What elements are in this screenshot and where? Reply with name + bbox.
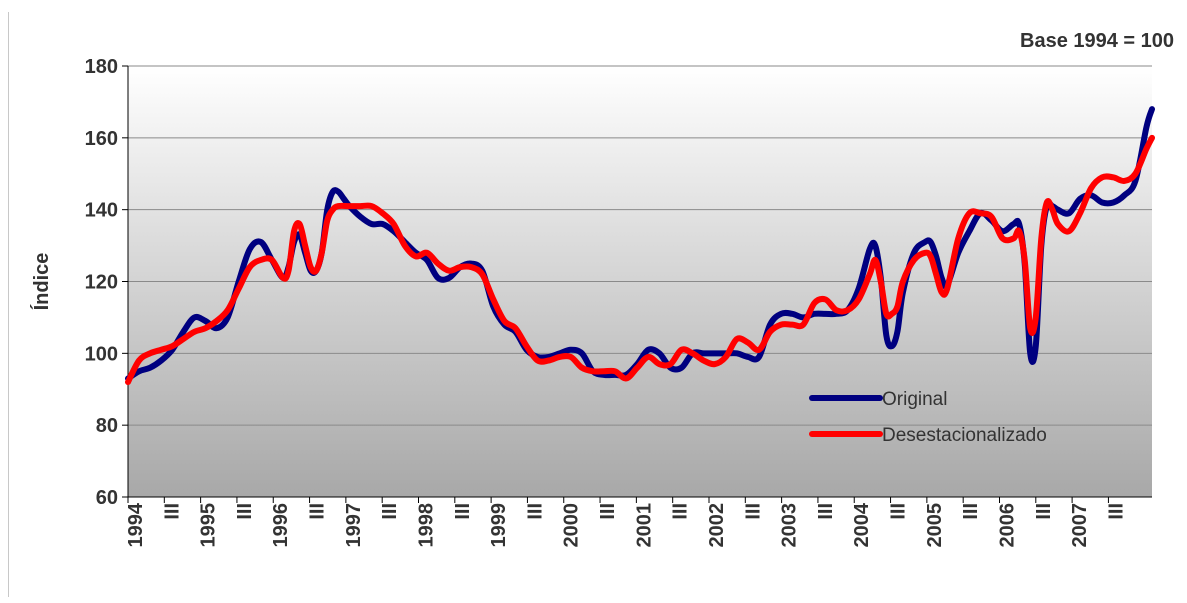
y-tick-label: 140 (85, 200, 118, 222)
x-axis: 1994 III 1995 III 1996 III 1997 III 1998 III 1999 I… (125, 496, 1152, 548)
x-tick-label: 1995 (198, 503, 220, 548)
x-tick-label: 2006 (996, 503, 1018, 548)
x-tick-label: 1996 (270, 503, 292, 548)
x-tick-label: III (452, 503, 474, 520)
y-tick-label: 80 (96, 415, 118, 437)
y-tick-label: 60 (96, 487, 118, 509)
legend-label: Desestacionalizado (882, 425, 1047, 446)
base-note: Base 1994 = 100 (1020, 30, 1175, 52)
x-tick-label: 1994 (125, 502, 147, 547)
x-tick-label: III (960, 503, 982, 520)
x-tick-label: III (524, 503, 546, 520)
x-tick-label: 1999 (488, 503, 510, 548)
x-tick-label: III (161, 503, 183, 520)
left-frame-line (8, 12, 9, 597)
y-tick-label: 120 (85, 272, 118, 294)
x-tick-label: 2007 (1069, 503, 1091, 548)
legend-box (790, 378, 1142, 460)
legend: Original Desestacionalizado (790, 378, 1142, 460)
series-lines (125, 106, 1155, 386)
series-line-desestacionalizado (125, 134, 1155, 386)
y-tick-label: 180 (85, 56, 118, 78)
y-axis: 60 80 100 120 140 160 180 (85, 56, 129, 509)
x-tick-label: III (597, 503, 619, 520)
y-tick-label: 160 (85, 128, 118, 150)
x-tick-label: III (815, 503, 837, 520)
y-tick-label: 100 (85, 343, 118, 365)
y-axis-title: Índice (30, 253, 53, 311)
x-tick-label: III (888, 503, 910, 520)
x-tick-label: III (1105, 503, 1127, 520)
x-tick-label: III (379, 503, 401, 520)
x-tick-label: III (234, 503, 256, 520)
x-tick-label: 1998 (415, 503, 437, 548)
x-tick-label: 2005 (924, 503, 946, 548)
x-tick-label: 2002 (706, 503, 728, 548)
x-tick-label: III (670, 503, 692, 520)
x-tick-label: III (1033, 503, 1055, 520)
x-tick-label: III (742, 503, 764, 520)
x-tick-label: III (307, 503, 329, 520)
gridlines (128, 65, 1152, 426)
legend-label: Original (882, 389, 947, 410)
x-tick-label: 2004 (851, 502, 873, 547)
x-tick-label: 1997 (343, 503, 365, 548)
x-tick-label: 2001 (633, 503, 655, 548)
x-tick-label: 2003 (779, 503, 801, 548)
x-tick-label: 2000 (561, 503, 583, 548)
